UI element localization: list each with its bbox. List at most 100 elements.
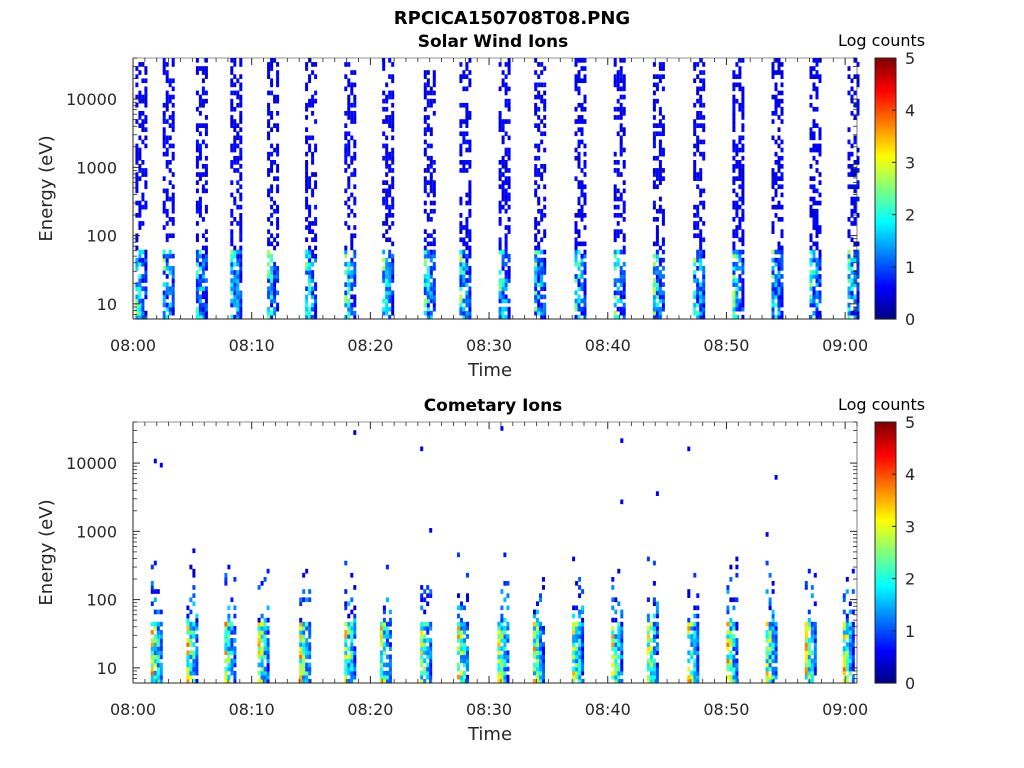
spectrogram-cell bbox=[201, 302, 205, 308]
spectrogram-cell bbox=[771, 221, 775, 226]
colorbar-segment bbox=[875, 640, 896, 644]
spectrogram-cell bbox=[195, 253, 199, 259]
spectrogram-cell bbox=[735, 213, 739, 218]
spectrogram-cell bbox=[230, 249, 234, 255]
spectrogram-cell bbox=[236, 188, 240, 194]
spectrogram-cell bbox=[391, 123, 395, 128]
spectrogram-cell bbox=[468, 270, 472, 275]
spectrogram-cell bbox=[162, 115, 166, 120]
spectrogram-cell bbox=[305, 225, 309, 230]
spectrogram-cell bbox=[276, 82, 280, 88]
spectrogram-cell bbox=[575, 638, 579, 643]
spectrogram-cell bbox=[159, 638, 163, 643]
spectrogram-cell bbox=[165, 294, 169, 300]
spectrogram-cell bbox=[388, 225, 392, 230]
spectrogram-cell bbox=[239, 115, 243, 120]
spectrogram-cell bbox=[732, 605, 736, 611]
spectrogram-cell bbox=[540, 217, 544, 222]
spectrogram-cell bbox=[150, 564, 154, 570]
spectrogram-cell bbox=[498, 86, 502, 92]
x-tick-label: 08:50 bbox=[703, 336, 749, 355]
spectrogram-cell bbox=[771, 266, 775, 271]
spectrogram-cell bbox=[388, 306, 392, 312]
spectrogram-cell bbox=[574, 241, 578, 247]
spectrogram-cell bbox=[311, 261, 315, 267]
colorbar-segment bbox=[875, 664, 896, 668]
spectrogram-cell bbox=[580, 298, 584, 304]
spectrogram-cell bbox=[308, 282, 312, 287]
spectrogram-cell bbox=[432, 229, 436, 234]
spectrogram-cell bbox=[533, 630, 536, 635]
spectrogram-cell bbox=[465, 106, 469, 112]
spectrogram-cell bbox=[270, 78, 274, 84]
spectrogram-cell bbox=[581, 630, 585, 635]
spectrogram-cell bbox=[239, 278, 243, 283]
spectrogram-cell bbox=[270, 111, 274, 116]
spectrogram-cell bbox=[156, 650, 160, 656]
spectrogram-cell bbox=[204, 249, 208, 255]
spectrogram-cell bbox=[344, 621, 348, 627]
spectrogram-cell bbox=[236, 102, 240, 108]
spectrogram-cell bbox=[138, 261, 142, 267]
spectrogram-cell bbox=[738, 74, 742, 79]
spectrogram-cell bbox=[501, 78, 505, 84]
spectrogram-cell bbox=[780, 106, 784, 112]
spectrogram-cell bbox=[693, 621, 697, 627]
spectrogram-cell bbox=[580, 127, 584, 132]
spectrogram-cell bbox=[646, 634, 650, 639]
spectrogram-cell bbox=[239, 94, 243, 100]
spectrogram-cell bbox=[308, 58, 312, 63]
spectrogram-cell bbox=[622, 302, 626, 308]
spectrogram-cell bbox=[818, 261, 822, 267]
spectrogram-cell bbox=[500, 634, 504, 639]
spectrogram-cell bbox=[420, 446, 424, 452]
spectrogram-cell bbox=[507, 225, 511, 230]
spectrogram-cell bbox=[702, 306, 706, 312]
x-tick-label: 08:50 bbox=[703, 700, 749, 719]
spectrogram-cell bbox=[619, 139, 623, 145]
spectrogram-cell bbox=[135, 294, 139, 300]
spectrogram-cell bbox=[735, 298, 739, 304]
spectrogram-cell bbox=[266, 658, 270, 664]
spectrogram-cell bbox=[503, 662, 507, 668]
spectrogram-cell bbox=[426, 233, 430, 239]
spectrogram-cell bbox=[385, 564, 389, 570]
spectrogram-cell bbox=[738, 168, 742, 173]
spectrogram-cell bbox=[655, 217, 659, 222]
spectrogram-cell bbox=[735, 208, 739, 214]
spectrogram-cell bbox=[539, 625, 542, 631]
spectrogram-cell bbox=[353, 151, 357, 157]
spectrogram-cell bbox=[195, 678, 199, 684]
spectrogram-cell bbox=[580, 217, 584, 222]
spectrogram-cell bbox=[543, 106, 547, 112]
spectrogram-cell bbox=[273, 261, 277, 267]
spectrogram-cell bbox=[135, 147, 139, 153]
spectrogram-cell bbox=[260, 666, 264, 672]
spectrogram-cell bbox=[138, 90, 142, 96]
spectrogram-cell bbox=[459, 200, 463, 206]
spectrogram-cell bbox=[423, 302, 427, 308]
spectrogram-cell bbox=[613, 229, 617, 234]
spectrogram-cell bbox=[856, 74, 860, 79]
spectrogram-cell bbox=[267, 90, 271, 96]
spectrogram-cell bbox=[534, 249, 538, 255]
spectrogram-cell bbox=[536, 621, 539, 627]
spectrogram-cell bbox=[504, 90, 508, 96]
spectrogram-cell bbox=[429, 286, 433, 292]
spectrogram-cell bbox=[655, 634, 659, 639]
spectrogram-cell bbox=[856, 270, 860, 275]
spectrogram-cell bbox=[807, 638, 811, 643]
colorbar-segment bbox=[875, 66, 896, 69]
spectrogram-cell bbox=[230, 123, 234, 128]
spectrogram-cell bbox=[204, 143, 208, 149]
spectrogram-cell bbox=[780, 62, 784, 67]
spectrogram-cell bbox=[305, 646, 309, 651]
spectrogram-cell bbox=[308, 266, 312, 271]
spectrogram-cell bbox=[504, 225, 508, 230]
spectrogram-cell bbox=[353, 617, 357, 623]
spectrogram-cell bbox=[780, 249, 784, 255]
spectrogram-cell bbox=[613, 261, 617, 267]
spectrogram-cell bbox=[273, 298, 277, 304]
spectrogram-cell bbox=[350, 282, 354, 287]
spectrogram-cell bbox=[423, 151, 427, 157]
